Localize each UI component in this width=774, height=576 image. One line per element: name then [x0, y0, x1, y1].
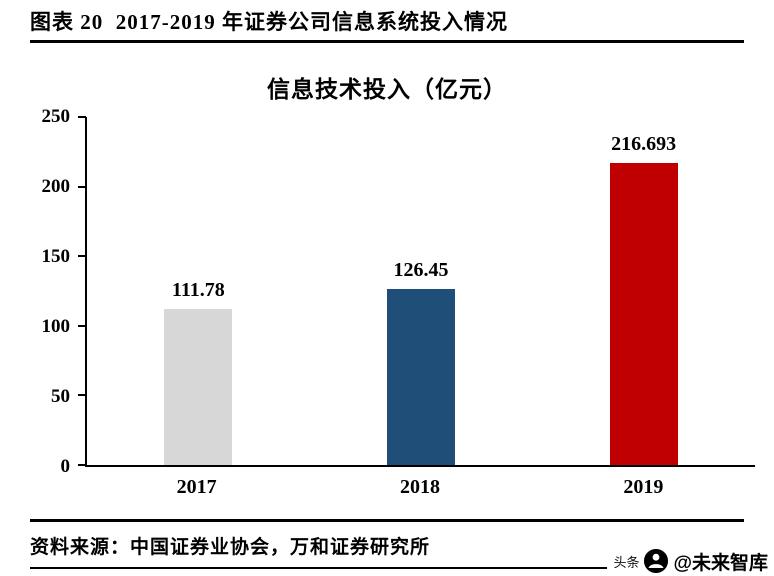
plot-area: 111.78 126.45 216.693 [78, 116, 755, 467]
y-tick-mark [78, 464, 86, 466]
bar-value-label: 126.45 [393, 258, 449, 281]
bar-2017 [164, 309, 233, 465]
footer-divider-bottom [30, 567, 744, 569]
chart-title: 信息技术投入（亿元） [267, 77, 507, 102]
watermark-brand-label: 头条 [613, 554, 640, 570]
bar-value-label: 216.693 [611, 133, 677, 156]
bar-value-label: 111.78 [171, 279, 225, 302]
y-tick-mark [78, 324, 86, 327]
header-divider [30, 40, 744, 43]
y-tick-label: 0 [60, 456, 71, 477]
x-axis: 2017 2018 2019 [85, 476, 755, 502]
toutiao-logo-icon [644, 549, 669, 573]
figure-caption: 图表 20 2017-2019 年证券公司信息系统投入情况 [30, 10, 508, 34]
bar-column-2018: 126.45 [387, 117, 455, 465]
x-tick-label: 2017 [176, 476, 217, 498]
y-tick-label: 100 [41, 316, 71, 337]
watermark-handle-label: @未来智库 [673, 552, 768, 574]
bar-column-2017: 111.78 [164, 117, 233, 465]
y-tick-mark [78, 394, 86, 397]
bar-column-2019: 216.693 [609, 117, 678, 465]
x-tick-label: 2018 [400, 476, 440, 498]
bar-2019 [609, 163, 678, 465]
y-tick-label: 150 [41, 246, 71, 267]
x-tick-label: 2019 [623, 476, 664, 498]
y-tick-label: 250 [41, 106, 71, 127]
y-tick-label: 50 [51, 386, 70, 407]
bar-2018 [387, 288, 455, 465]
source-note: 资料来源：中国证券业协会，万和证券研究所 [30, 537, 431, 558]
watermark: 头条 @未来智库 [607, 546, 768, 576]
y-tick-mark [78, 255, 86, 258]
y-tick-mark [78, 116, 86, 118]
y-axis: 0 50 100 150 200 250 [30, 106, 78, 477]
footer-divider-top [30, 519, 744, 522]
y-tick-mark [78, 185, 86, 188]
y-tick-label: 200 [41, 176, 71, 197]
